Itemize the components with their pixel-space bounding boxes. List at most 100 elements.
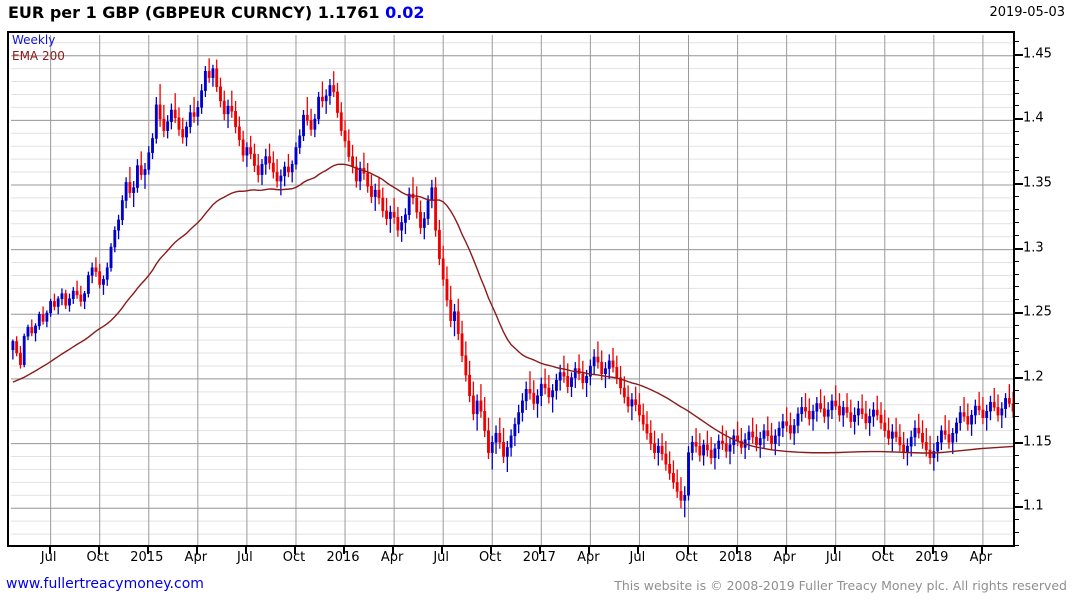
y-tick-minor [1015,480,1019,482]
y-tick-label: 1.4 [1023,110,1044,126]
x-tick-label: Jul [433,550,450,565]
x-tick-label: 2017 [522,550,556,565]
y-tick-minor [1015,545,1019,546]
chart-canvas[interactable] [7,31,1015,547]
y-tick-minor [1015,92,1019,94]
x-tick-label: Apr [184,550,208,565]
x-tick [343,547,345,554]
copyright-notice: This website is © 2008-2019 Fuller Treac… [614,578,1067,593]
y-tick-major [1015,53,1023,56]
x-tick-label: Oct [282,550,306,565]
x-tick-label: Oct [675,550,698,565]
y-tick-major [1015,506,1023,509]
y-tick-label: 1.15 [1023,434,1052,450]
x-tick-label: Oct [86,550,109,565]
y-tick-minor [1015,79,1019,81]
y-tick-minor [1015,325,1019,327]
x-tick [294,547,296,554]
y-tick-minor [1015,40,1019,42]
y-tick-label: 1.1 [1023,498,1044,514]
y-tick-minor [1015,415,1019,417]
x-tick [588,547,591,554]
legend-overlay-ema200: EMA 200 [12,49,65,63]
y-tick-minor [1015,208,1019,210]
page-title: EUR per 1 GBP (GBPEUR CURNCY) 1.1761 0.0… [8,3,425,22]
grid-vertical [50,35,984,547]
chart-header: EUR per 1 GBP (GBPEUR CURNCY) 1.1761 0.0… [0,0,1075,28]
y-tick-label: 1.3 [1023,240,1044,256]
x-tick [244,547,247,554]
x-tick-label: Jul [629,550,646,565]
x-tick [735,547,738,554]
y-tick-major [1015,247,1023,250]
y-tick-major [1015,312,1023,315]
chart-svg [11,35,1015,547]
y-tick-label: 1.2 [1023,369,1044,385]
y-tick-minor [1015,532,1019,534]
grid-major-horizontal [11,55,1015,509]
y-tick-minor [1015,66,1019,68]
y-tick-minor [1015,467,1019,469]
x-tick [980,547,983,554]
x-tick-label: Jul [40,550,57,565]
x-tick [490,547,493,554]
x-tick-label: Oct [478,550,502,565]
x-tick-label: 2016 [326,550,360,565]
y-tick-minor [1015,364,1019,365]
y-tick-minor [1015,260,1019,262]
x-tick-label: Apr [969,550,993,565]
x-axis-line [7,545,1015,547]
title-text: EUR per 1 GBP (GBPEUR CURNCY) 1.1761 [8,3,380,22]
legend-series-weekly: Weekly [12,33,56,47]
x-tick-label: 2019 [915,550,949,565]
y-tick-minor [1015,221,1019,223]
x-tick [97,547,100,554]
y-tick-major [1015,376,1023,379]
y-tick-minor [1015,428,1019,430]
y-tick-minor [1015,338,1019,340]
x-tick [146,547,149,554]
y-tick-label: 1.45 [1023,46,1052,62]
x-tick-label: Oct [871,550,895,565]
y-tick-minor [1015,195,1019,197]
x-tick [441,547,444,554]
chart-plot-area[interactable] [7,31,1015,547]
x-tick-label: Apr [773,550,796,565]
grid-minor-horizontal [11,42,1015,547]
y-tick-minor [1015,286,1019,288]
y-tick-minor [1015,519,1019,521]
y-tick-minor [1015,170,1019,172]
y-tick-minor [1015,144,1019,146]
y-tick-minor [1015,454,1019,456]
x-tick [195,547,198,554]
x-tick-label: Jul [825,550,842,565]
x-tick [882,547,885,554]
y-tick-major [1015,118,1023,121]
x-tick [686,547,689,554]
y-tick-minor [1015,105,1019,107]
x-tick-label: 2018 [719,550,753,565]
site-url[interactable]: www.fullertreacymoney.com [6,576,204,592]
x-tick [833,547,836,554]
price-change: 0.02 [385,3,425,22]
y-tick-minor [1015,389,1019,391]
as-of-date: 2019-05-03 [989,5,1065,20]
x-tick [392,547,395,554]
y-tick-label: 1.25 [1023,304,1052,320]
x-tick [48,547,51,554]
y-tick-major [1015,441,1023,444]
x-tick-label: 2015 [130,550,164,565]
x-tick [637,547,640,554]
x-tick-label: Apr [380,550,404,565]
y-tick-minor [1015,402,1019,404]
candlestick-series [11,58,1015,518]
ema-200-line [12,163,1014,454]
y-tick-minor [1015,493,1019,495]
y-tick-major [1015,183,1023,185]
x-tick [784,547,787,554]
y-tick-minor [1015,157,1019,159]
x-tick [539,547,542,554]
x-tick-label: Apr [577,550,600,565]
y-tick-minor [1015,234,1019,236]
y-tick-minor [1015,273,1019,275]
